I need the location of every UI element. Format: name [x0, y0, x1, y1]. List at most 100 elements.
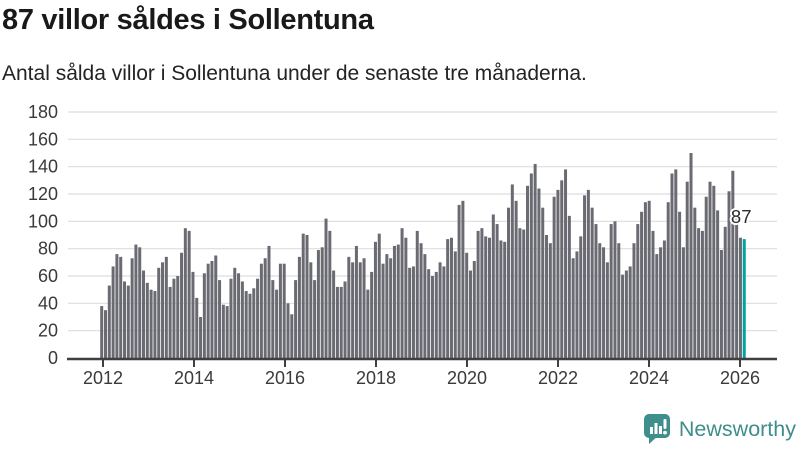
- bar: [495, 224, 499, 358]
- bar: [400, 228, 404, 358]
- bar: [419, 243, 423, 358]
- bar: [142, 270, 146, 358]
- bar: [442, 266, 446, 358]
- bar: [286, 303, 290, 358]
- bar: [514, 200, 518, 358]
- bar: [651, 230, 655, 358]
- bar: [613, 221, 617, 358]
- bar: [119, 256, 123, 358]
- bar: [598, 243, 602, 358]
- bar: [579, 236, 583, 358]
- y-tick-label: 20: [38, 321, 58, 341]
- bar: [704, 196, 708, 358]
- bar: [537, 188, 541, 358]
- bar: [259, 263, 263, 358]
- x-tick-label: 2018: [356, 368, 396, 388]
- bar: [138, 247, 142, 358]
- bar: [655, 254, 659, 358]
- bar: [199, 317, 203, 358]
- bar: [305, 235, 309, 358]
- bar: [290, 314, 294, 358]
- bar: [411, 266, 415, 358]
- bar: [693, 207, 697, 358]
- bar: [560, 180, 564, 358]
- bar: [275, 289, 279, 358]
- bar: [294, 280, 298, 358]
- logo-exclamation-line: [663, 419, 667, 429]
- bar: [567, 215, 571, 358]
- bar: [176, 276, 180, 358]
- bar: [123, 281, 127, 358]
- bar: [385, 254, 389, 358]
- bar: [503, 241, 507, 358]
- bar: [541, 207, 545, 358]
- bar: [708, 181, 712, 358]
- bar: [628, 266, 632, 358]
- bar: [229, 278, 233, 358]
- bar: [484, 236, 488, 358]
- bar: [681, 247, 685, 358]
- chart-subtitle: Antal sålda villor i Sollentuna under de…: [2, 62, 587, 85]
- bar: [370, 271, 374, 358]
- bar: [408, 267, 412, 358]
- bar: [423, 254, 427, 358]
- bar: [472, 260, 476, 358]
- bar: [320, 247, 324, 358]
- bar: [533, 163, 537, 358]
- y-tick-label: 140: [28, 157, 58, 177]
- y-tick-label: 180: [28, 102, 58, 122]
- bar: [586, 189, 590, 358]
- logo-bar-medium: [658, 426, 662, 434]
- newsworthy-logo-icon: [643, 414, 670, 444]
- bar: [214, 255, 218, 358]
- bar: [430, 276, 434, 358]
- bar: [552, 196, 556, 358]
- bar: [518, 228, 522, 358]
- bar: [153, 291, 157, 358]
- bar: [548, 243, 552, 358]
- bar: [617, 243, 621, 358]
- bar: [324, 218, 328, 358]
- logo-bubble-tail: [648, 435, 659, 444]
- bar: [499, 240, 503, 358]
- bar: [126, 285, 130, 358]
- bar: [457, 204, 461, 358]
- bar: [263, 258, 267, 358]
- logo-bar-small: [649, 427, 653, 434]
- bar: [202, 273, 206, 358]
- bar: [343, 281, 347, 358]
- bar: [332, 270, 336, 358]
- bar: [210, 260, 214, 358]
- bar: [685, 181, 689, 358]
- bar: [130, 258, 134, 358]
- bar: [145, 282, 149, 358]
- bar: [461, 200, 465, 358]
- bar: [594, 224, 598, 358]
- bar: [297, 256, 301, 358]
- bar: [267, 245, 271, 358]
- bar: [510, 184, 514, 358]
- bar: [362, 258, 366, 358]
- bar: [700, 230, 704, 358]
- bar: [392, 245, 396, 358]
- bar: [738, 237, 742, 358]
- bar: [415, 230, 419, 358]
- bar: [488, 237, 491, 358]
- y-tick-label: 60: [38, 266, 58, 286]
- bar: [624, 270, 628, 358]
- bar: [161, 262, 165, 358]
- bar: [104, 310, 107, 358]
- bar: [111, 266, 115, 358]
- bar: [328, 230, 332, 358]
- bar: [404, 237, 408, 358]
- bar: [643, 202, 647, 358]
- bar: [545, 235, 549, 358]
- bar: [282, 263, 286, 358]
- bar: [240, 281, 244, 358]
- bar: [309, 262, 313, 358]
- bar: [115, 254, 119, 358]
- x-tick-label: 2016: [265, 368, 305, 388]
- bar: [621, 274, 625, 358]
- bar: [248, 293, 252, 358]
